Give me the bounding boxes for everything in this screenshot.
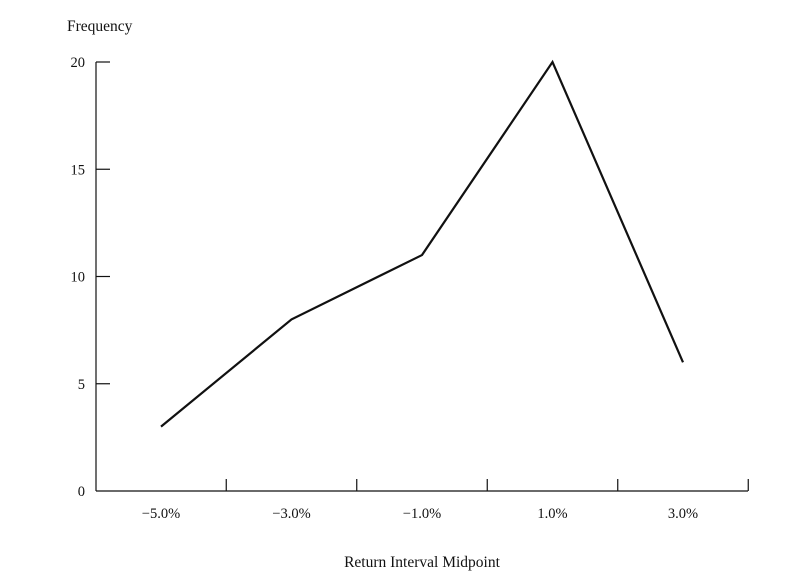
x-axis-title: Return Interval Midpoint	[344, 554, 501, 571]
y-tick-label: 15	[71, 162, 86, 178]
x-tick-label: −1.0%	[403, 506, 441, 522]
y-ticks: 0 5 10 15 20	[71, 55, 110, 500]
series-line	[160, 59, 685, 428]
x-tick-label: 3.0%	[668, 506, 698, 522]
x-tick-label: −3.0%	[272, 506, 310, 522]
x-tick-label: 1.0%	[537, 506, 567, 522]
y-tick-label: 20	[71, 55, 86, 71]
axes	[95, 62, 748, 492]
y-tick-label: 5	[78, 377, 85, 393]
y-tick-label: 10	[71, 270, 86, 286]
x-tick-label: −5.0%	[142, 506, 180, 522]
y-tick-label: 0	[78, 484, 85, 500]
y-axis-title: Frequency	[67, 18, 133, 35]
series-layer	[160, 59, 685, 428]
x-ticks: −5.0% −3.0% −1.0% 1.0% 3.0%	[142, 479, 749, 522]
